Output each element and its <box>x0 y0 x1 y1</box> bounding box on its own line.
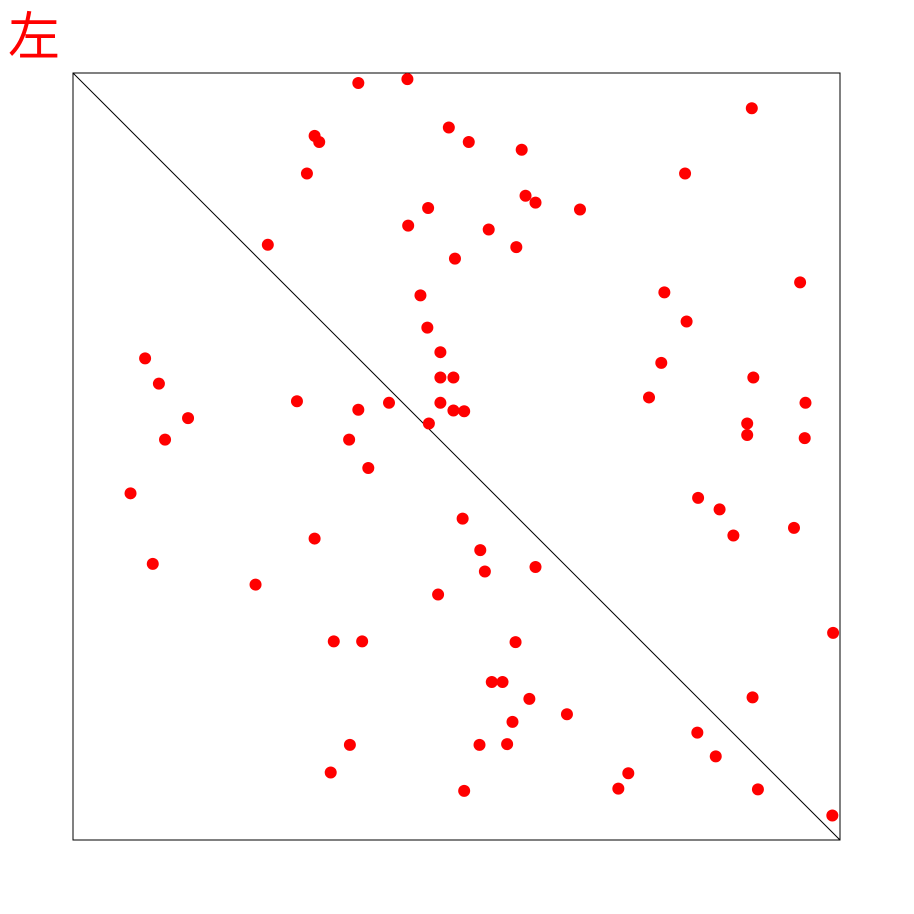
data-point <box>501 738 514 751</box>
data-point <box>510 241 523 254</box>
data-point <box>496 675 509 688</box>
data-point <box>462 136 475 149</box>
data-point <box>747 371 760 384</box>
data-point <box>447 404 460 417</box>
data-point <box>523 692 536 705</box>
data-point <box>448 252 461 265</box>
data-point <box>473 738 486 751</box>
data-point <box>352 403 365 416</box>
plot-frame <box>72 72 841 841</box>
data-point <box>474 544 487 557</box>
data-point <box>827 626 840 639</box>
data-point <box>343 433 356 446</box>
diagonal-line <box>72 72 841 841</box>
data-point <box>422 201 435 214</box>
data-point <box>313 136 326 149</box>
corner-label: 左 <box>8 8 61 68</box>
data-point <box>741 417 754 430</box>
data-point <box>691 726 704 739</box>
data-point <box>146 557 159 570</box>
data-point <box>182 412 195 425</box>
data-point <box>447 371 460 384</box>
data-point <box>482 223 495 236</box>
data-point <box>529 560 542 573</box>
data-point <box>658 286 671 299</box>
data-point <box>509 636 522 649</box>
data-point <box>529 196 542 209</box>
data-point <box>434 346 447 359</box>
data-point <box>422 417 435 430</box>
data-point <box>458 405 471 418</box>
data-point <box>478 565 491 578</box>
data-points <box>124 73 840 822</box>
data-point <box>506 715 519 728</box>
data-point <box>826 809 839 822</box>
data-point <box>434 371 447 384</box>
data-point <box>352 76 365 89</box>
data-point <box>787 521 800 534</box>
data-point <box>679 167 692 180</box>
data-point <box>709 750 722 763</box>
data-point <box>362 462 375 475</box>
data-point <box>324 766 337 779</box>
data-point <box>798 432 811 445</box>
data-point <box>442 121 455 134</box>
data-point <box>124 487 137 500</box>
data-point <box>432 588 445 601</box>
data-point <box>560 708 573 721</box>
data-point <box>680 315 693 328</box>
data-point <box>713 503 726 516</box>
data-point <box>515 143 528 156</box>
data-point <box>573 203 586 216</box>
data-point <box>402 219 415 232</box>
data-point <box>343 738 356 751</box>
data-point <box>741 429 754 442</box>
data-point <box>159 433 172 446</box>
data-point <box>745 102 758 115</box>
data-point <box>401 73 414 86</box>
data-point <box>356 635 369 648</box>
data-point <box>383 396 396 409</box>
data-point <box>794 276 807 289</box>
data-point <box>456 512 469 525</box>
data-point <box>643 391 656 404</box>
data-point <box>746 691 759 704</box>
data-point <box>692 491 705 504</box>
data-point <box>458 784 471 797</box>
data-point <box>414 289 427 302</box>
data-point <box>519 189 532 202</box>
data-point <box>300 167 313 180</box>
data-point <box>485 675 498 688</box>
data-point <box>261 238 274 251</box>
data-point <box>751 783 764 796</box>
data-point <box>139 352 152 365</box>
data-point <box>421 321 434 334</box>
data-point <box>249 578 262 591</box>
data-point <box>727 529 740 542</box>
data-point <box>612 782 625 795</box>
data-point <box>622 767 635 780</box>
data-point <box>290 395 303 408</box>
data-point <box>152 377 165 390</box>
data-point <box>308 532 321 545</box>
data-point <box>434 396 447 409</box>
data-point <box>655 356 668 369</box>
data-point <box>327 635 340 648</box>
data-point <box>799 396 812 409</box>
